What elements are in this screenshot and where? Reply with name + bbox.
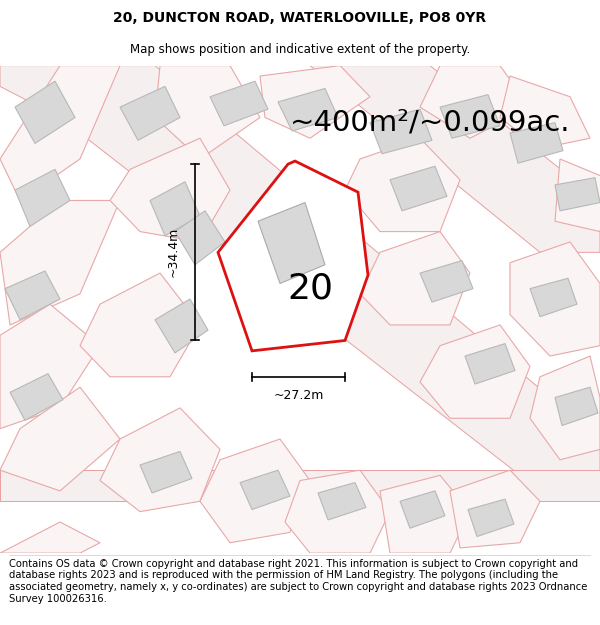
Text: ~27.2m: ~27.2m (274, 389, 323, 402)
Text: Map shows position and indicative extent of the property.: Map shows position and indicative extent… (130, 42, 470, 56)
Polygon shape (258, 202, 325, 284)
Polygon shape (370, 109, 432, 154)
Polygon shape (120, 86, 180, 140)
Polygon shape (468, 499, 514, 536)
Polygon shape (390, 166, 447, 211)
Polygon shape (10, 374, 63, 421)
Polygon shape (310, 66, 600, 253)
Polygon shape (510, 242, 600, 356)
Polygon shape (0, 387, 120, 491)
Polygon shape (140, 451, 192, 493)
Polygon shape (345, 138, 460, 232)
Polygon shape (218, 161, 368, 351)
Text: 20: 20 (287, 272, 333, 306)
Polygon shape (200, 439, 310, 542)
Polygon shape (0, 66, 600, 491)
Polygon shape (0, 470, 600, 501)
Polygon shape (110, 138, 230, 242)
Polygon shape (530, 356, 600, 460)
Polygon shape (150, 182, 200, 236)
Polygon shape (0, 522, 100, 553)
Polygon shape (555, 387, 598, 426)
Text: ~34.4m: ~34.4m (167, 228, 179, 278)
Polygon shape (155, 299, 208, 353)
Polygon shape (530, 278, 577, 317)
Polygon shape (420, 325, 530, 418)
Polygon shape (555, 159, 600, 232)
Polygon shape (260, 66, 370, 138)
Polygon shape (510, 122, 563, 163)
Polygon shape (440, 94, 500, 138)
Polygon shape (80, 273, 200, 377)
Polygon shape (15, 169, 70, 226)
Polygon shape (360, 232, 470, 325)
Polygon shape (420, 66, 530, 138)
Polygon shape (0, 201, 120, 325)
Text: 20, DUNCTON ROAD, WATERLOOVILLE, PO8 0YR: 20, DUNCTON ROAD, WATERLOOVILLE, PO8 0YR (113, 11, 487, 26)
Polygon shape (420, 261, 473, 302)
Polygon shape (465, 344, 515, 384)
Polygon shape (210, 81, 268, 126)
Polygon shape (175, 211, 225, 265)
Polygon shape (380, 476, 470, 553)
Polygon shape (555, 177, 600, 211)
Polygon shape (318, 482, 366, 520)
Polygon shape (400, 491, 445, 528)
Polygon shape (0, 304, 100, 429)
Text: ~400m²/~0.099ac.: ~400m²/~0.099ac. (290, 109, 571, 137)
Text: Contains OS data © Crown copyright and database right 2021. This information is : Contains OS data © Crown copyright and d… (9, 559, 587, 604)
Polygon shape (155, 66, 260, 159)
Polygon shape (15, 81, 75, 143)
Polygon shape (285, 470, 390, 553)
Polygon shape (278, 89, 338, 131)
Polygon shape (450, 470, 540, 548)
Polygon shape (240, 470, 290, 509)
Polygon shape (500, 76, 590, 149)
Polygon shape (0, 66, 120, 201)
Polygon shape (100, 408, 220, 512)
Polygon shape (5, 271, 60, 320)
